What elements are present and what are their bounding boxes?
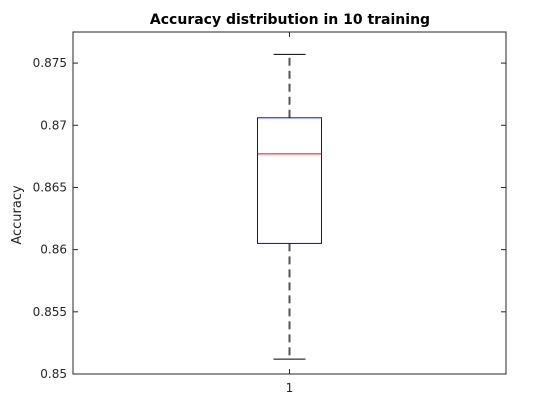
chart-title: Accuracy distribution in 10 training xyxy=(150,12,430,28)
y-tick-label: 0.86 xyxy=(40,243,67,257)
axis-ticks: 0.85 0.855 0.86 0.865 0.87 0.875 1 xyxy=(33,32,506,395)
y-axis-label: Accuracy xyxy=(10,185,25,245)
box-layer xyxy=(257,53,322,360)
y-tick-label: 0.875 xyxy=(33,56,67,70)
y-tick-label: 0.87 xyxy=(40,118,67,132)
x-tick-label: 1 xyxy=(286,381,294,395)
plot-area-frame xyxy=(72,31,507,375)
y-tick-label: 0.85 xyxy=(40,367,67,381)
y-tick-label: 0.855 xyxy=(33,305,67,319)
y-tick-label: 0.865 xyxy=(33,180,67,194)
interquartile-box xyxy=(257,117,322,244)
